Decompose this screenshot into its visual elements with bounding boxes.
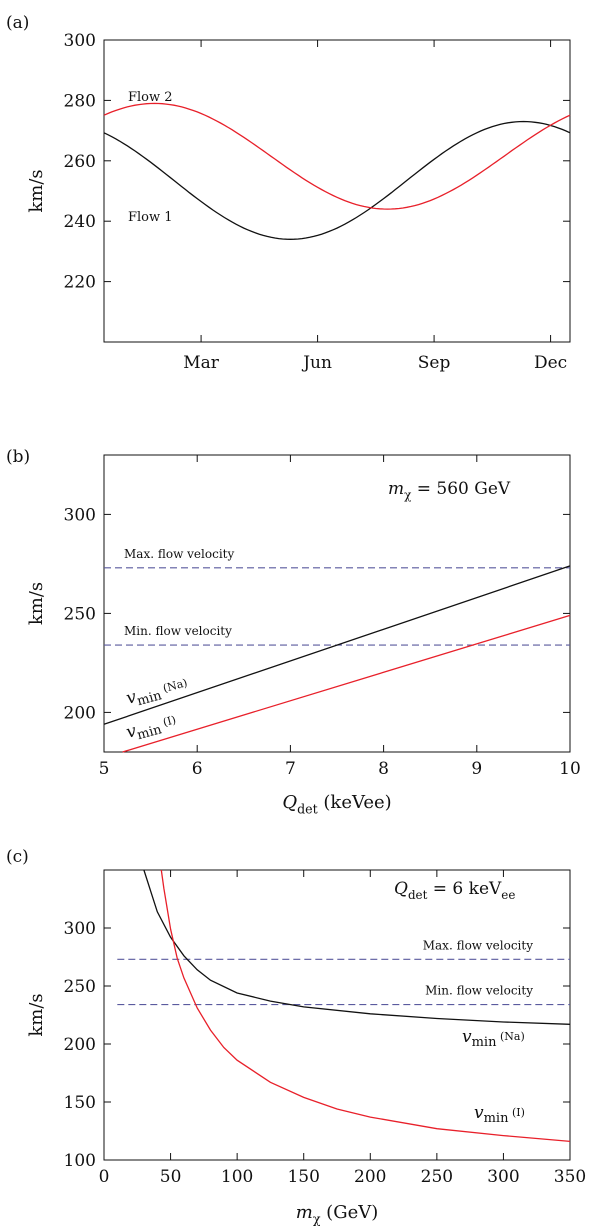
panel-c-hline-label-0: Max. flow velocity xyxy=(423,938,533,952)
panel-c-ytick-label-4: 300 xyxy=(64,919,96,939)
panel-a-label: (a) xyxy=(6,13,29,33)
panel-c-xtick-label-1: 50 xyxy=(160,1167,182,1187)
panel-b-label: (b) xyxy=(6,447,30,467)
panel-c-xtick-label-2: 100 xyxy=(221,1167,253,1187)
panel-a-series-1-label: Flow 1 xyxy=(128,210,173,225)
panel-b-xlabel: Qdet (keVee) xyxy=(282,792,391,816)
panel-b-hline-label-1: Min. flow velocity xyxy=(124,624,232,638)
panel-a-series-2-line xyxy=(103,102,571,210)
panel-c-ytick-label-1: 150 xyxy=(64,1093,96,1113)
panel-c-series-1-label: vmin (Na) xyxy=(462,1027,525,1050)
panel-a-ylabel: km/s xyxy=(26,169,47,212)
panel-a-xtick-label-1: Jun xyxy=(301,353,332,373)
panel-a-ytick-label-4: 300 xyxy=(64,31,96,51)
panel-b-xtick-label-5: 10 xyxy=(559,759,581,779)
panel-a-frame xyxy=(103,39,571,343)
panel-b-series-2-line xyxy=(122,614,571,753)
panel-a-series-2-label: Flow 2 xyxy=(128,90,173,105)
panel-b-ytick-label-0: 200 xyxy=(64,703,96,723)
panel-b-series-2-label: vmin (I) xyxy=(124,710,179,745)
panel-b-xtick-label-4: 9 xyxy=(471,759,482,779)
panel-c-xlabel: mχ (GeV) xyxy=(296,1202,379,1226)
panel-c-ytick-label-3: 250 xyxy=(64,977,96,997)
panel-a-xtick-label-0: Mar xyxy=(183,353,220,373)
panel-a-series-1-line xyxy=(103,120,571,240)
panel-c-xtick-label-7: 350 xyxy=(554,1167,586,1187)
panel-b-ytick-label-2: 300 xyxy=(64,505,96,525)
panel-c-series-1-line xyxy=(143,869,571,1025)
panel-c-frame xyxy=(103,869,571,1161)
panel-b-xtick-label-3: 8 xyxy=(378,759,389,779)
panel-a: (a) 220 240 260 280 300 Mar Jun Sep Dec km/s Flow 2… xyxy=(6,13,571,373)
panel-c-ytick-label-2: 200 xyxy=(64,1035,96,1055)
panel-a-ytick-label-1: 240 xyxy=(64,212,96,232)
panel-b-xtick-label-0: 5 xyxy=(99,759,110,779)
panel-b-ylabel: km/s xyxy=(26,582,47,625)
panel-c-hline-label-1: Min. flow velocity xyxy=(425,984,533,998)
panel-a-xtick-label-2: Sep xyxy=(418,353,451,373)
panel-a-xtick-label-3: Dec xyxy=(534,353,567,373)
panel-b-annotation: mχ = 560 GeV xyxy=(388,479,511,502)
panel-b-series-1-line xyxy=(103,565,571,725)
panel-a-ytick-label-0: 220 xyxy=(64,273,96,293)
panel-b-ytick-label-1: 250 xyxy=(64,604,96,624)
panel-c: (c) 100 150 200 250 300 0 50 100 150 200 250 300 350 k… xyxy=(6,847,586,1226)
panel-c-xtick-label-0: 0 xyxy=(99,1167,110,1187)
panel-b-frame xyxy=(103,454,571,753)
panel-c-ytick-label-0: 100 xyxy=(64,1151,96,1171)
panel-a-ytick-label-3: 280 xyxy=(64,91,96,111)
panel-b: (b) 200 250 300 5 6 7 8 9 10 km/s Qdet (keVee) mχ = … xyxy=(6,447,581,816)
panel-b-xtick-label-1: 6 xyxy=(192,759,203,779)
panel-c-ylabel: km/s xyxy=(26,993,47,1036)
panel-c-xtick-label-6: 300 xyxy=(487,1167,519,1187)
panel-a-ytick-label-2: 260 xyxy=(64,152,96,172)
panel-c-annotation: Qdet = 6 keVee xyxy=(394,879,515,902)
panel-b-hline-label-0: Max. flow velocity xyxy=(124,547,234,561)
panel-c-label: (c) xyxy=(6,847,29,867)
panel-c-xtick-label-5: 250 xyxy=(421,1167,453,1187)
panel-c-xtick-label-4: 200 xyxy=(354,1167,386,1187)
panel-b-xtick-label-2: 7 xyxy=(285,759,296,779)
panel-c-xtick-label-3: 150 xyxy=(287,1167,319,1187)
panel-c-series-2-line xyxy=(160,869,571,1143)
panel-c-series-2-label: vmin (I) xyxy=(474,1103,525,1126)
